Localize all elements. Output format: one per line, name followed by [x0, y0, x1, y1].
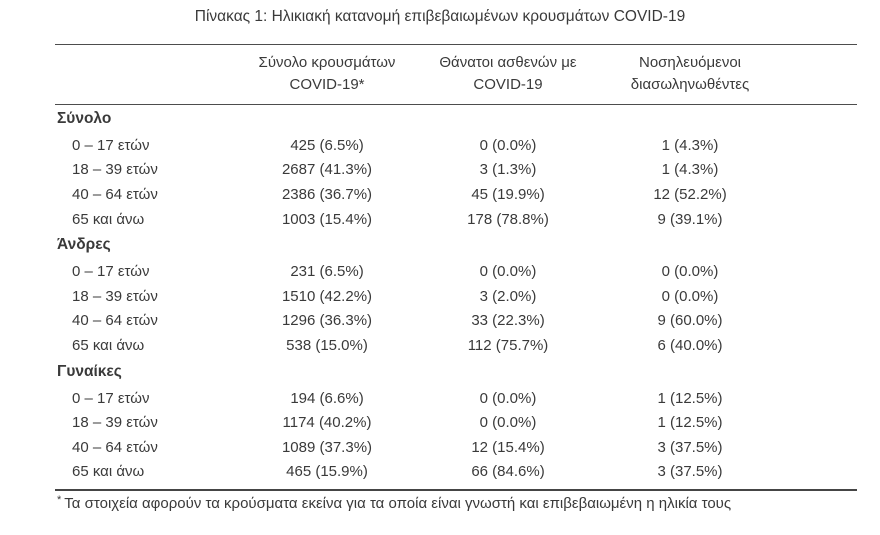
row-label: 0 – 17 ετών [72, 263, 150, 281]
table-row: 18 – 39 ετών 2687 (41.3%) 3 (1.3%) 1 (4.… [55, 158, 857, 183]
row-label: 65 και άνω [72, 336, 145, 354]
covid-age-table: Σύνολο κρουσμάτων COVID-19* Θάνατοι ασθε… [55, 44, 857, 512]
table-row: 0 – 17 ετών 194 (6.6%) 0 (0.0%) 1 (12.5%… [55, 386, 857, 411]
group-label: Σύνολο [57, 110, 112, 127]
header-deaths-line2: COVID-19 [473, 76, 543, 93]
group-header-men: Άνδρες [55, 231, 857, 259]
cases-cell: 2687 (41.3%) [281, 161, 373, 179]
table-header-rule [55, 104, 857, 105]
table-bottom-rule [55, 489, 857, 492]
header-cases: Σύνολο κρουσμάτων COVID-19* [225, 52, 429, 96]
intubated-cell: 1 (12.5%) [657, 389, 723, 407]
cases-cell: 1174 (40.2%) [282, 414, 372, 432]
intubated-cell: 1 (4.3%) [661, 161, 719, 179]
cases-cell: 2386 (36.7%) [281, 185, 373, 203]
cases-cell: 425 (6.5%) [290, 136, 364, 154]
header-intubated-line2: διασωληνωθέντες [630, 76, 750, 93]
group-header-women: Γυναίκες [55, 358, 857, 386]
footnote-asterisk: * [57, 494, 62, 507]
table-row: 18 – 39 ετών 1174 (40.2%) 0 (0.0%) 1 (12… [55, 410, 857, 435]
intubated-cell: 3 (37.5%) [657, 438, 723, 456]
header-cases-line1: Σύνολο κρουσμάτων [258, 54, 396, 71]
intubated-cell: 0 (0.0%) [661, 263, 719, 281]
row-label: 18 – 39 ετών [72, 287, 158, 305]
header-intubated-line1: Νοσηλευόμενοι [638, 54, 741, 71]
cases-cell: 1089 (37.3%) [281, 438, 373, 456]
row-label: 18 – 39 ετών [72, 161, 158, 179]
intubated-cell: 1 (12.5%) [657, 414, 723, 432]
cases-cell: 194 (6.6%) [290, 389, 364, 407]
table-row: 65 και άνω 465 (15.9%) 66 (84.6%) 3 (37.… [55, 460, 857, 485]
deaths-cell: 0 (0.0%) [479, 136, 537, 154]
footnote: * Τα στοιχεία αφορούν τα κρούσματα εκείνα… [55, 491, 857, 512]
intubated-cell: 3 (37.5%) [657, 463, 723, 481]
table-body: Σύνολο 0 – 17 ετών 425 (6.5%) 0 (0.0%) 1… [55, 105, 857, 489]
row-label: 40 – 64 ετών [72, 185, 158, 203]
cases-cell: 1003 (15.4%) [281, 210, 373, 228]
footnote-text: Τα στοιχεία αφορούν τα κρούσματα εκείνα … [64, 495, 732, 513]
deaths-cell: 0 (0.0%) [479, 389, 537, 407]
header-deaths: Θάνατοι ασθενών με COVID-19 [429, 52, 587, 96]
row-label: 65 και άνω [72, 210, 145, 228]
table-row: 18 – 39 ετών 1510 (42.2%) 3 (2.0%) 0 (0.… [55, 284, 857, 309]
deaths-cell: 112 (75.7%) [467, 336, 549, 354]
intubated-cell: 0 (0.0%) [661, 287, 719, 305]
intubated-cell: 9 (39.1%) [657, 210, 723, 228]
cases-cell: 465 (15.9%) [286, 463, 368, 481]
table-row: 40 – 64 ετών 2386 (36.7%) 45 (19.9%) 12 … [55, 182, 857, 207]
table-row: 65 και άνω 1003 (15.4%) 178 (78.8%) 9 (3… [55, 207, 857, 232]
deaths-cell: 45 (19.9%) [471, 185, 545, 203]
deaths-cell: 33 (22.3%) [471, 312, 545, 330]
cases-cell: 538 (15.0%) [286, 336, 368, 354]
intubated-cell: 9 (60.0%) [657, 312, 723, 330]
row-label: 0 – 17 ετών [72, 136, 150, 154]
intubated-cell: 12 (52.2%) [653, 185, 727, 203]
intubated-cell: 6 (40.0%) [657, 336, 723, 354]
header-intubated: Νοσηλευόμενοι διασωληνωθέντες [587, 52, 793, 96]
table-row: 65 και άνω 538 (15.0%) 112 (75.7%) 6 (40… [55, 333, 857, 358]
cases-cell: 1296 (36.3%) [281, 312, 373, 330]
cases-cell: 1510 (42.2%) [281, 287, 373, 305]
intubated-cell: 1 (4.3%) [661, 136, 719, 154]
table-row: 40 – 64 ετών 1089 (37.3%) 12 (15.4%) 3 (… [55, 435, 857, 460]
deaths-cell: 0 (0.0%) [479, 263, 537, 281]
deaths-cell: 66 (84.6%) [471, 463, 545, 481]
group-label: Άνδρες [57, 236, 111, 254]
row-label: 0 – 17 ετών [72, 389, 150, 407]
table-top-rule [55, 44, 857, 45]
header-deaths-line1: Θάνατοι ασθενών με [439, 54, 577, 71]
deaths-cell: 0 (0.0%) [479, 414, 537, 432]
row-label: 40 – 64 ετών [72, 438, 158, 456]
cases-cell: 231 (6.5%) [290, 263, 364, 281]
table-row: 40 – 64 ετών 1296 (36.3%) 33 (22.3%) 9 (… [55, 309, 857, 334]
header-cases-line2: COVID-19* [289, 76, 365, 93]
row-label: 18 – 39 ετών [72, 414, 158, 432]
deaths-cell: 12 (15.4%) [471, 438, 545, 456]
group-label: Γυναίκες [57, 362, 122, 380]
table-row: 0 – 17 ετών 425 (6.5%) 0 (0.0%) 1 (4.3%) [55, 133, 857, 158]
row-label: 40 – 64 ετών [72, 312, 158, 330]
page-title: Πίνακας 1: Ηλικιακή κατανομή επιβεβαιωμέ… [194, 8, 686, 25]
deaths-cell: 3 (1.3%) [479, 161, 537, 179]
table-row: 0 – 17 ετών 231 (6.5%) 0 (0.0%) 0 (0.0%) [55, 259, 857, 284]
table-header-row: Σύνολο κρουσμάτων COVID-19* Θάνατοι ασθε… [55, 45, 857, 104]
group-header-total: Σύνολο [55, 105, 857, 133]
deaths-cell: 3 (2.0%) [479, 287, 537, 305]
row-label: 65 και άνω [72, 463, 145, 481]
deaths-cell: 178 (78.8%) [467, 210, 549, 228]
